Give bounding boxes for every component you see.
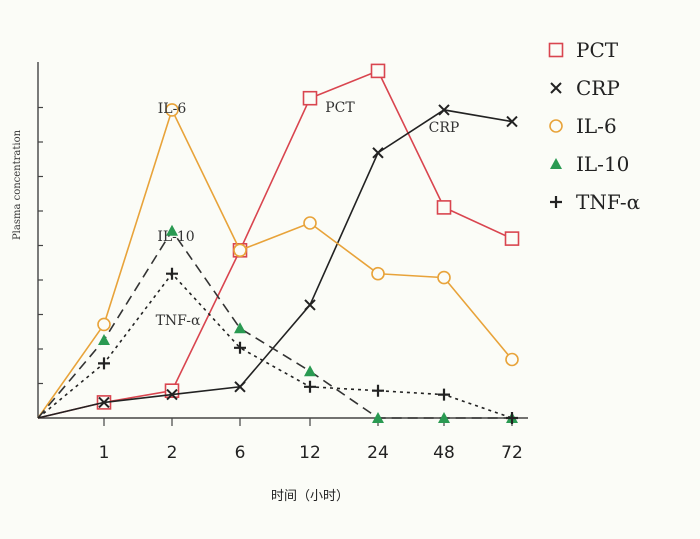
data-point — [436, 200, 452, 215]
x-tick-label: 2 — [167, 443, 178, 463]
data-point — [304, 299, 316, 311]
data-point — [234, 341, 246, 354]
legend-item: IL-10 — [550, 152, 629, 176]
data-point — [166, 224, 178, 236]
data-point — [234, 322, 246, 334]
data-point — [438, 412, 450, 423]
data-point — [98, 396, 110, 409]
legend-marker — [549, 119, 563, 133]
legend-item: PCT — [548, 38, 619, 62]
legend-marker — [550, 158, 562, 169]
series-crp — [37, 104, 518, 419]
legend-label: IL-6 — [576, 114, 617, 138]
annotation-label: TNF-α — [156, 313, 201, 329]
data-point — [372, 384, 384, 397]
legend-item: CRP — [550, 76, 620, 100]
data-point — [304, 365, 316, 377]
data-point — [505, 352, 519, 367]
x-tick-label: 6 — [235, 443, 246, 463]
data-point — [98, 357, 110, 370]
data-point — [97, 317, 111, 332]
legend-label: CRP — [576, 76, 620, 100]
data-point — [165, 103, 179, 117]
series-line — [37, 229, 512, 419]
annotation-label: CRP — [429, 120, 460, 136]
series-layer — [37, 63, 520, 424]
legend-item: TNF-α — [550, 190, 640, 214]
data-point — [504, 231, 520, 246]
x-tick-label: 24 — [367, 443, 389, 463]
data-point — [166, 267, 178, 280]
data-point — [506, 115, 518, 128]
series-line — [37, 272, 513, 419]
x-axis-title: 时间（小时） — [271, 489, 349, 504]
data-point — [438, 388, 450, 401]
legend-label: IL-10 — [576, 152, 629, 176]
data-point — [372, 147, 384, 159]
x-tick-label: 12 — [299, 443, 321, 463]
series-line — [37, 109, 513, 419]
annotation-label: IL-10 — [157, 229, 194, 245]
data-point — [234, 381, 246, 393]
series-il-6 — [37, 103, 519, 419]
x-tick-label: 48 — [433, 443, 455, 463]
data-point — [302, 90, 318, 106]
data-point — [372, 412, 384, 423]
series-pct — [37, 63, 520, 419]
legend-marker — [548, 42, 564, 58]
legend-marker — [550, 82, 562, 94]
data-point — [506, 412, 518, 424]
series-line — [37, 107, 513, 419]
x-tick-label: 1 — [99, 443, 110, 463]
legend-label: TNF-α — [576, 190, 640, 214]
annotation-label: PCT — [325, 100, 355, 116]
data-point — [437, 270, 451, 285]
data-point — [370, 63, 386, 79]
legend-item: IL-6 — [549, 114, 617, 138]
data-point — [166, 388, 178, 401]
annotations: IL-6 PCT CRP IL-10 TNF-α — [156, 100, 460, 329]
data-point — [371, 266, 385, 281]
annotation-label: IL-6 — [158, 101, 187, 117]
data-point — [303, 216, 317, 230]
legend-label: PCT — [576, 38, 619, 62]
axes: 1 2 6 12 24 48 72 — [37, 62, 528, 463]
data-point — [438, 104, 450, 116]
series-tnf- — [37, 267, 518, 424]
legend-marker — [550, 196, 562, 208]
data-point — [233, 243, 247, 258]
legend: PCT CRP IL-6 IL-10 TNF-α — [548, 38, 640, 214]
data-point — [98, 334, 110, 345]
y-axis-title: Plasma concentration — [12, 129, 23, 240]
data-point — [304, 380, 316, 393]
x-tick-label: 72 — [501, 443, 523, 463]
